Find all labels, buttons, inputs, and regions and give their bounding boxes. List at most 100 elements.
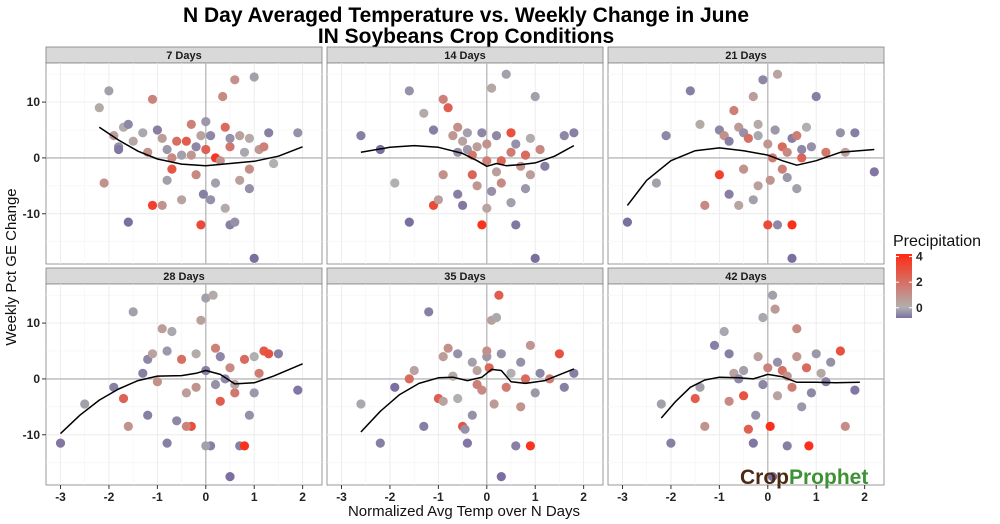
- panel-7-days: 7 Days -10 0 10: [23, 46, 323, 265]
- data-point: [186, 119, 196, 129]
- data-point: [152, 125, 162, 135]
- smooth-line: [660, 373, 860, 419]
- data-point: [758, 75, 768, 85]
- data-point: [770, 304, 780, 314]
- data-point: [801, 122, 812, 132]
- x-tick-label: -3: [336, 490, 347, 504]
- data-point: [506, 368, 516, 378]
- data-point: [462, 438, 472, 448]
- legend-title: Precipitation: [893, 233, 981, 250]
- data-point: [559, 382, 569, 392]
- data-point: [249, 253, 259, 263]
- data-point: [162, 175, 172, 185]
- data-point: [806, 388, 817, 398]
- x-tick-label: 0: [202, 490, 209, 504]
- data-point: [748, 438, 758, 448]
- data-point: [147, 349, 158, 359]
- legend: Precipitation 4 2 0: [893, 233, 981, 318]
- data-point: [210, 379, 221, 390]
- data-point: [797, 144, 807, 155]
- data-point: [118, 393, 129, 404]
- smooth-line: [360, 368, 575, 433]
- data-point: [768, 472, 778, 482]
- x-tick-label: 2: [299, 490, 306, 504]
- cropprophet-logo: CropProphet: [740, 466, 868, 489]
- data-point: [239, 147, 250, 157]
- data-point: [215, 352, 225, 362]
- data-point: [792, 324, 802, 334]
- data-point: [724, 349, 734, 359]
- data-point: [225, 142, 235, 152]
- data-point: [763, 363, 773, 373]
- data-point: [186, 150, 196, 160]
- data-point: [516, 161, 526, 171]
- data-point: [835, 128, 846, 138]
- data-point: [293, 128, 303, 138]
- data-point: [157, 324, 167, 334]
- data-point: [482, 203, 492, 213]
- data-point: [530, 91, 540, 102]
- data-point: [467, 170, 477, 180]
- data-point: [177, 195, 187, 205]
- data-point: [753, 352, 763, 362]
- data-point: [196, 315, 206, 325]
- data-point: [666, 438, 676, 448]
- strip-label-28-days: 28 Days: [163, 271, 205, 283]
- data-point: [695, 382, 705, 392]
- data-point: [460, 424, 470, 434]
- data-point: [520, 374, 531, 384]
- data-point: [225, 472, 235, 482]
- data-point: [525, 133, 536, 143]
- data-point: [739, 365, 749, 376]
- data-point: [816, 368, 826, 378]
- data-point: [787, 253, 797, 263]
- smooth-line: [360, 144, 575, 168]
- data-point: [511, 441, 521, 451]
- data-point: [753, 131, 763, 141]
- data-point: [181, 421, 191, 431]
- data-point: [259, 142, 269, 152]
- x-tick-label: -3: [55, 490, 66, 504]
- data-point: [758, 379, 768, 390]
- data-point: [264, 349, 274, 359]
- data-point: [157, 133, 167, 143]
- data-point: [201, 441, 211, 451]
- y-axis-label: Weekly Pct GE Change: [3, 188, 20, 345]
- data-point: [487, 186, 497, 196]
- panel-35-days: 35 Days -3 -2 -1 0 1 2: [326, 267, 604, 504]
- data-point: [482, 346, 492, 356]
- data-point: [569, 128, 579, 138]
- data-point: [225, 133, 235, 143]
- data-point: [210, 178, 221, 188]
- data-point: [244, 410, 254, 420]
- data-point: [254, 368, 264, 378]
- data-point: [569, 368, 579, 378]
- data-point: [138, 368, 148, 378]
- data-point: [496, 178, 506, 188]
- data-point: [772, 220, 783, 230]
- data-point: [792, 352, 802, 362]
- data-point: [501, 382, 511, 392]
- data-point: [201, 117, 211, 127]
- data-point: [792, 131, 802, 141]
- data-point: [181, 136, 191, 146]
- data-point: [700, 200, 710, 210]
- data-point: [506, 128, 516, 138]
- data-point: [472, 365, 482, 376]
- data-point: [244, 133, 254, 143]
- y-tick-label: 10: [27, 95, 41, 109]
- data-point: [453, 393, 463, 404]
- plot-area-21-days: [607, 62, 885, 265]
- data-point: [739, 164, 749, 174]
- data-point: [218, 91, 228, 102]
- data-point: [191, 382, 201, 392]
- data-point: [404, 374, 414, 384]
- data-point: [172, 136, 182, 146]
- data-point: [438, 94, 448, 104]
- x-tick-label: -2: [385, 490, 396, 504]
- x-tick-label: 2: [861, 490, 868, 504]
- data-point: [792, 184, 802, 194]
- data-point: [520, 184, 531, 194]
- data-point: [559, 131, 569, 141]
- data-point: [685, 86, 695, 96]
